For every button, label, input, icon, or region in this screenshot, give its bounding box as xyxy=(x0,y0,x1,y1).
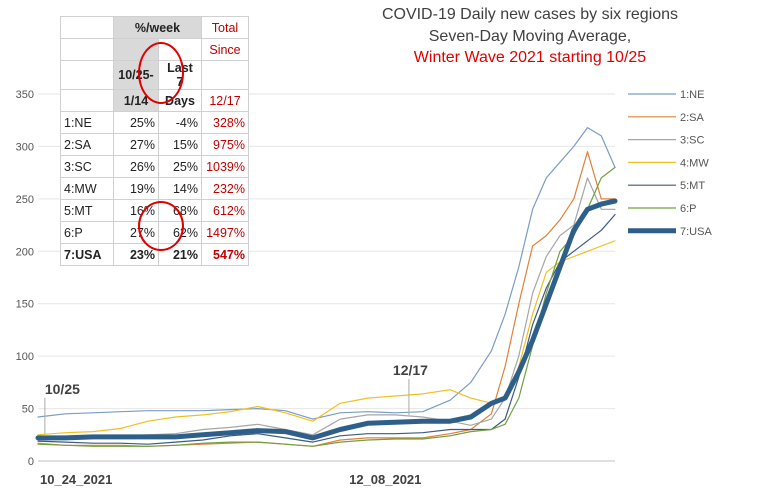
annotations: 10/25 12/17 xyxy=(44,362,428,434)
pct-last7-cell: 14% xyxy=(158,177,202,200)
highlight-circle xyxy=(138,201,184,251)
series-line-1-NE xyxy=(37,126,616,420)
pct-range-cell: 23% xyxy=(113,243,159,266)
region-cell: 2:SA xyxy=(60,133,114,156)
stats-table: %/week Total Since 10/25- Last 7 1/14 Da… xyxy=(60,16,249,266)
y-tick-label: 300 xyxy=(16,141,34,153)
series-line-7-USA xyxy=(35,198,618,441)
pct-since-cell: 547% xyxy=(201,243,249,266)
table-blank xyxy=(60,89,114,112)
region-cell: 7:USA xyxy=(60,243,114,266)
y-tick-label: 250 xyxy=(16,194,34,206)
table-row: 7:USA 23% 21% 547% xyxy=(60,243,249,266)
table-row: 1:NE 25% -4% 328% xyxy=(60,111,249,134)
table-blank xyxy=(60,60,114,90)
chart-subtitle: Seven-Day Moving Average, xyxy=(428,28,632,45)
pct-last7-cell: -4% xyxy=(158,111,202,134)
chart-title: COVID-19 Daily new cases by six regions xyxy=(381,6,679,23)
legend-label: 4:MW xyxy=(680,157,709,169)
pct-since-cell: 1039% xyxy=(201,155,249,178)
pct-range-cell: 19% xyxy=(113,177,159,200)
series-lines xyxy=(35,126,618,447)
pct-range-cell: 26% xyxy=(113,155,159,178)
pct-since-cell: 232% xyxy=(201,177,249,200)
series-line-5-MT xyxy=(37,214,616,445)
y-axis: 0 50 100 150 200 250 300 350 xyxy=(16,89,34,468)
legend-label: 3:SC xyxy=(680,135,705,147)
pct-range-cell: 27% xyxy=(113,133,159,156)
legend-label: 5:MT xyxy=(680,180,705,192)
annotation-label: 12/17 xyxy=(393,362,428,378)
pct-last7-cell: 15% xyxy=(158,133,202,156)
series-line-6-P xyxy=(37,166,616,447)
table-corner xyxy=(60,16,114,39)
region-cell: 6:P xyxy=(60,221,114,244)
table-row: 4:MW 19% 14% 232% xyxy=(60,177,249,200)
y-tick-label: 0 xyxy=(28,456,34,468)
pct-since-cell: 975% xyxy=(201,133,249,156)
table-row: 3:SC 26% 25% 1039% xyxy=(60,155,249,178)
x-tick-label: 10_24_2021 xyxy=(40,472,112,487)
region-cell: 1:NE xyxy=(60,111,114,134)
chart-subtitle-2: Winter Wave 2021 starting 10/25 xyxy=(413,49,647,66)
total-header: Total xyxy=(201,16,249,39)
pct-range-cell: 25% xyxy=(113,111,159,134)
highlight-circle xyxy=(138,42,184,104)
legend-label: 1:NE xyxy=(680,89,704,101)
table-blank xyxy=(201,60,249,90)
legend-label: 7:USA xyxy=(680,226,712,238)
region-cell: 4:MW xyxy=(60,177,114,200)
pct-since-cell: 1497% xyxy=(201,221,249,244)
since-date-header: 12/17 xyxy=(201,89,249,112)
region-cell: 5:MT xyxy=(60,199,114,222)
y-tick-label: 350 xyxy=(16,89,34,101)
table-blank xyxy=(60,38,114,61)
y-tick-label: 200 xyxy=(16,246,34,258)
series-line-4-MW xyxy=(37,240,616,436)
region-cell: 3:SC xyxy=(60,155,114,178)
legend: 1:NE 2:SA 3:SC 4:MW 5:MT 6:P 7:USA xyxy=(628,89,712,238)
y-tick-label: 150 xyxy=(16,299,34,311)
pct-since-cell: 328% xyxy=(201,111,249,134)
x-tick-label: 12_08_2021 xyxy=(349,472,421,487)
pct-last7-cell: 25% xyxy=(158,155,202,178)
annotation-label: 10/25 xyxy=(45,381,80,397)
since-header: Since xyxy=(201,38,249,61)
y-tick-label: 100 xyxy=(16,351,34,363)
x-axis: 10_24_2021 12_08_2021 xyxy=(38,460,615,487)
pct-since-cell: 612% xyxy=(201,199,249,222)
y-tick-label: 50 xyxy=(22,404,34,416)
table-row: 2:SA 27% 15% 975% xyxy=(60,133,249,156)
legend-label: 2:SA xyxy=(680,112,705,124)
legend-label: 6:P xyxy=(680,203,697,215)
week-header: %/week xyxy=(113,16,202,39)
